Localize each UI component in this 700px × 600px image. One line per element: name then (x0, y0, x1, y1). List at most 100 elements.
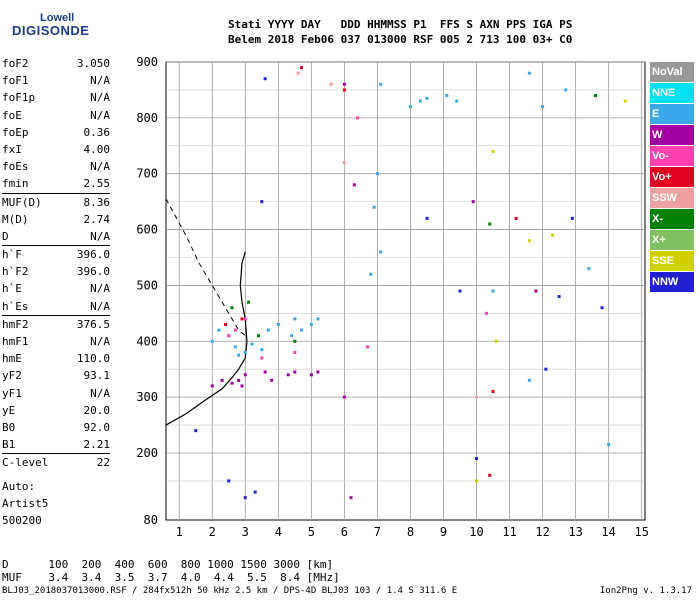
data-point (253, 490, 257, 494)
param-name: foEs (2, 160, 29, 174)
data-point (316, 370, 320, 374)
data-point (475, 457, 479, 461)
data-point (356, 116, 360, 120)
legend-item: NNE (650, 83, 694, 103)
data-point (250, 342, 254, 346)
data-point (475, 479, 479, 483)
data-point (425, 96, 429, 100)
data-point (309, 323, 313, 327)
param-row: hmE 110.0 (2, 350, 110, 367)
param-value: 376.5 (76, 317, 110, 331)
data-point (455, 99, 459, 103)
data-point (445, 94, 449, 98)
param-value: N/A (90, 299, 110, 313)
data-point (260, 348, 264, 352)
data-point (243, 350, 247, 354)
param-name: M(D) (2, 212, 29, 226)
data-point (316, 317, 320, 321)
data-point (237, 353, 241, 357)
param-value: 8.36 (83, 195, 111, 209)
param-name: foF1p (2, 91, 36, 105)
data-point (564, 88, 568, 92)
data-point (372, 205, 376, 209)
data-point (488, 473, 492, 477)
legend: NoVal NNE E W Vo- Vo+ SSW X- X+ SSE NNW (650, 62, 694, 293)
data-point (593, 94, 597, 98)
param-name: fxI (2, 142, 22, 156)
param-row: fxI 4.00 (2, 141, 110, 158)
param-row: foF2 3.050 (2, 55, 110, 72)
data-point (342, 88, 346, 92)
data-point (488, 222, 492, 226)
data-point (534, 289, 538, 293)
param-row: MUF(D) 8.36 (2, 192, 111, 211)
legend-item: NoVal (650, 62, 694, 82)
header-values: Belem 2018 Feb06 037 013000 RSF 005 2 71… (228, 33, 573, 46)
param-value: N/A (90, 91, 110, 105)
x-tick-label: 7 (374, 525, 381, 539)
data-point (587, 267, 591, 271)
param-row: C-level 22 (2, 453, 110, 471)
data-point (342, 395, 346, 399)
data-point (260, 200, 264, 204)
data-point (623, 99, 627, 103)
param-value: N/A (90, 229, 110, 243)
muf-row: MUF 3.4 3.4 3.5 3.7 4.0 4.4 5.5 8.4 [MHz… (2, 571, 340, 584)
param-value: 2.21 (83, 438, 111, 452)
param-row: foF1p N/A (2, 89, 110, 106)
x-tick-label: 5 (308, 525, 315, 539)
data-point (247, 300, 251, 304)
dashed-profile-curve (165, 198, 246, 337)
param-value: 3.050 (76, 57, 110, 70)
solid-profile-curve (165, 251, 248, 426)
x-tick-label: 15 (634, 525, 648, 539)
file-info: BLJ03_2018037013000.RSF / 284fx512h 50 k… (2, 586, 458, 596)
data-point (607, 443, 611, 447)
data-point (342, 161, 346, 165)
data-point (243, 373, 247, 377)
data-point (458, 289, 462, 293)
y-tick-label: 600 (136, 223, 158, 237)
data-point (551, 233, 555, 237)
param-name: h`E (2, 282, 22, 296)
param-name: B1 (2, 438, 16, 452)
version-label: Ion2Png v. 1.3.17 (599, 586, 692, 596)
data-point (309, 373, 313, 377)
param-row: foE N/A (2, 107, 110, 124)
data-point (286, 373, 290, 377)
param-row: hmF2 376.5 (2, 314, 110, 333)
data-point (233, 345, 237, 349)
data-point (230, 306, 234, 310)
data-point (270, 378, 274, 382)
param-value: N/A (90, 282, 110, 296)
x-tick-label: 11 (502, 525, 516, 539)
data-point (514, 216, 518, 220)
data-point (194, 429, 198, 433)
data-point (227, 334, 231, 338)
param-name: foEp (2, 125, 29, 139)
digisonde-logo: DIGISONDE (12, 23, 90, 38)
param-row: B0 92.0 (2, 419, 110, 436)
data-point (293, 350, 297, 354)
param-row: M(D) 2.74 (2, 211, 110, 228)
data-point (217, 328, 221, 332)
data-point (293, 339, 297, 343)
data-point (296, 71, 300, 75)
data-point (210, 339, 214, 343)
y-tick-label: 300 (136, 390, 158, 404)
param-name: foF2 (2, 57, 29, 70)
legend-item: SSE (650, 251, 694, 271)
data-point (237, 378, 241, 382)
param-value: 2.74 (83, 212, 111, 226)
data-point (240, 384, 244, 388)
param-value: N/A (90, 335, 110, 348)
param-name: hmF2 (2, 317, 29, 331)
param-row: foEp 0.36 (2, 124, 110, 141)
param-name: yF1 (2, 386, 22, 400)
data-point (260, 356, 264, 360)
x-tick-label: 4 (275, 525, 282, 539)
legend-item: X+ (650, 230, 694, 250)
x-tick-label: 1 (176, 525, 183, 539)
data-point (349, 496, 353, 500)
